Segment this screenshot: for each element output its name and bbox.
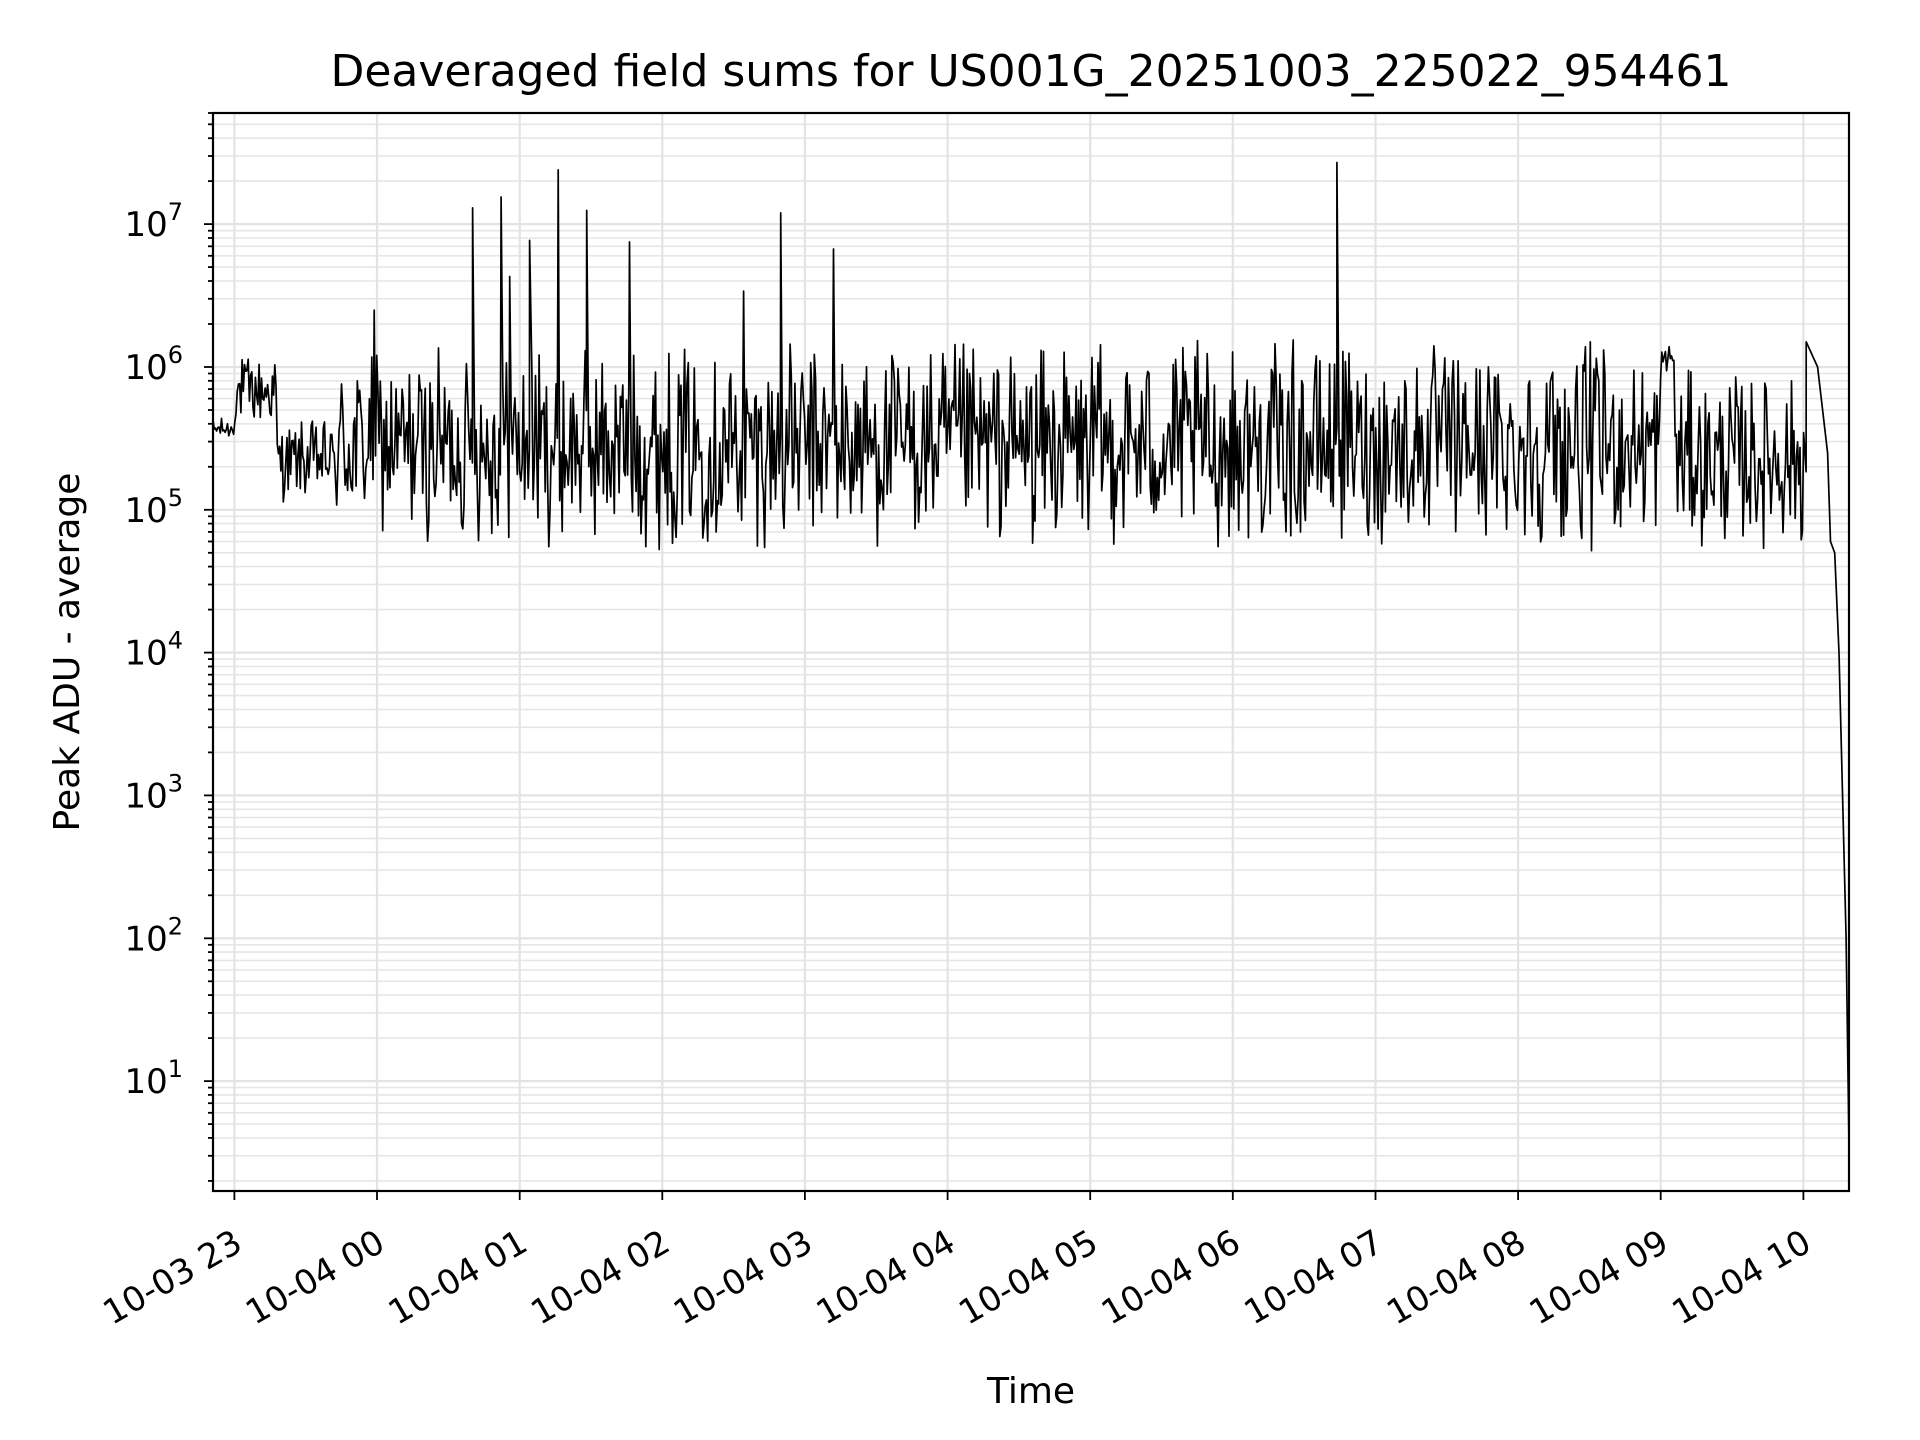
series-line [212,161,1850,1147]
x-tick-label: 10-04 03 [667,1222,819,1333]
x-tick-label: 10-04 06 [1095,1222,1247,1333]
y-tick-label: 102 [124,912,183,959]
y-tick-label: 104 [124,627,183,674]
x-tick-label: 10-04 07 [1238,1222,1390,1333]
x-tick-label: 10-04 08 [1380,1222,1532,1333]
y-tick-label: 101 [124,1055,183,1102]
x-tick-label: 10-04 09 [1523,1222,1675,1333]
x-tick-label: 10-04 10 [1666,1222,1818,1333]
x-tick-label: 10-04 02 [524,1222,676,1333]
tick-layer [204,112,1805,1200]
x-tick-label: 10-03 23 [97,1222,249,1333]
y-tick-label: 106 [124,341,183,388]
x-tick-label: 10-04 04 [810,1222,962,1333]
x-tick-label: 10-04 01 [382,1222,534,1333]
x-tick-label: 10-04 05 [952,1222,1104,1333]
y-tick-label: 105 [124,484,183,531]
y-tick-label: 103 [124,769,183,816]
x-tick-label: 10-04 00 [239,1222,391,1333]
x-axis-label: Time [986,1371,1075,1412]
grid-layer [213,112,1849,1191]
y-tick-label: 107 [124,198,183,245]
y-axis-label: Peak ADU - average [47,473,88,832]
series-layer [212,161,1850,1147]
chart-title: Deaveraged field sums for US001G_2025100… [330,46,1731,97]
